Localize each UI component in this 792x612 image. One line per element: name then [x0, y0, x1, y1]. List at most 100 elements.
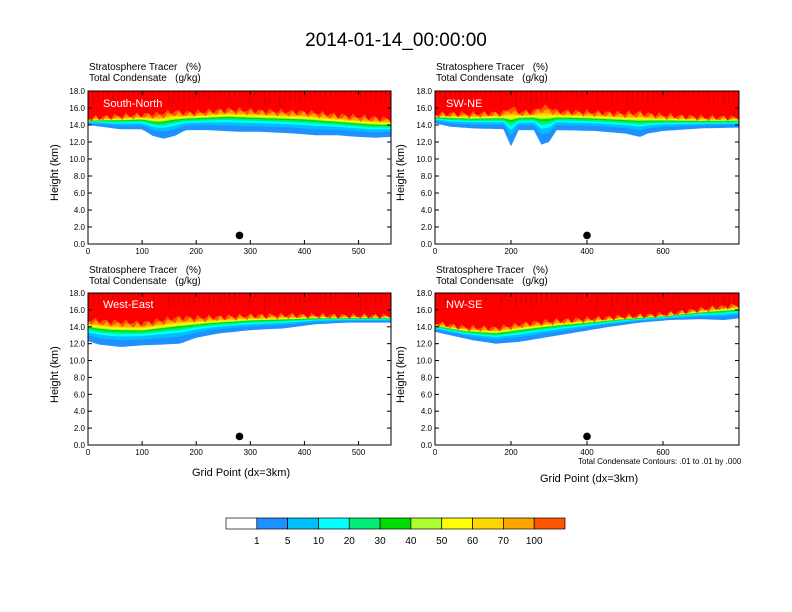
y-tick-label: 10.0 [416, 155, 432, 164]
colorbar-label: 100 [526, 536, 543, 547]
y-tick-label: 12.0 [416, 340, 432, 349]
panel-4: 0.0 2.0 4.0 6.0 8.0 10.0 12.0 14.0 16.0 18.0 0 200 4… [416, 289, 740, 457]
y-tick-label: 16.0 [69, 306, 85, 315]
y-tick-label: 16.0 [416, 306, 432, 315]
y-tick-label: 18.0 [69, 289, 85, 298]
colorbar: 1 5 10 20 30 40 50 60 70 100 [225, 517, 566, 547]
y-tick-label: 18.0 [416, 87, 432, 96]
y-tick-label: 10.0 [69, 155, 85, 164]
colorbar-swatch [533, 517, 566, 530]
panel3-condensate-label: Total Condensate (g/kg) [89, 276, 201, 287]
y-tick-label: 12.0 [416, 138, 432, 147]
y-tick-label: 0.0 [74, 240, 86, 249]
y-tick-label: 0.0 [74, 441, 86, 450]
x-tick-label: 400 [580, 448, 594, 457]
plot-frame [87, 292, 392, 446]
panel3-tracer-label: Stratosphere Tracer (%) [89, 265, 202, 276]
y-tick-label: 12.0 [69, 340, 85, 349]
colorbar-swatch [441, 517, 473, 530]
location-marker [235, 231, 244, 240]
tracer-band-11 [88, 91, 391, 122]
y-tick-label: 16.0 [416, 104, 432, 113]
x-tick-label: 200 [190, 448, 204, 457]
location-marker [583, 432, 591, 441]
colorbar-swatch [503, 517, 535, 530]
x-tick-label: 100 [135, 448, 149, 457]
panel-1: 0.0 2.0 4.0 6.0 8.0 10.0 12.0 14.0 16.0 18.0 0 100 2… [69, 87, 392, 256]
plot-frame [87, 90, 392, 245]
x-tick-label: 300 [244, 247, 258, 256]
tracer-band-11 [435, 91, 739, 121]
y-tick-label: 18.0 [416, 289, 432, 298]
colorbar-label: 1 [254, 536, 260, 547]
y-tick-label: 2.0 [74, 223, 86, 232]
contour-footnote: Total Condensate Contours: .01 to .01 by… [578, 457, 742, 466]
x-tick-label: 0 [433, 247, 438, 256]
x-tick-label: 200 [504, 247, 518, 256]
y-tick-label: 12.0 [69, 138, 85, 147]
colorbar-swatch [348, 517, 381, 530]
y-tick-label: 16.0 [69, 104, 85, 113]
colorbar-label: 20 [344, 536, 356, 547]
x-tick-label: 600 [656, 448, 670, 457]
y-tick-label: 8.0 [421, 172, 433, 181]
panel1-tracer-label: Stratosphere Tracer (%) [89, 62, 202, 73]
x-tick-label: 400 [298, 247, 312, 256]
x-tick-label: 500 [352, 448, 366, 457]
colorbar-swatch [318, 517, 350, 530]
y-tick-label: 14.0 [69, 121, 85, 130]
plot-area [88, 91, 391, 139]
panel-3: 0.0 2.0 4.0 6.0 8.0 10.0 12.0 14.0 16.0 18.0 0 100 2… [69, 289, 392, 457]
y-tick-label: 6.0 [74, 390, 86, 399]
y-tick-label: 14.0 [69, 323, 85, 332]
x-tick-label: 0 [86, 247, 91, 256]
colorbar-swatch [472, 517, 504, 530]
y-tick-label: 14.0 [416, 121, 432, 130]
y-tick-label: 14.0 [416, 323, 432, 332]
colorbar-label: 50 [436, 536, 448, 547]
y-tick-label: 4.0 [421, 206, 433, 215]
panel3-region-label: West-East [103, 299, 154, 311]
tracer-band-11 [435, 293, 739, 331]
y-tick-label: 18.0 [69, 87, 85, 96]
panel4-xlabel: Grid Point (dx=3km) [540, 473, 639, 485]
y-tick-label: 4.0 [74, 206, 86, 215]
panel-2: 0.0 2.0 4.0 6.0 8.0 10.0 12.0 14.0 16.0 18.0 0 200 4… [416, 87, 740, 256]
y-tick-label: 8.0 [74, 172, 86, 181]
x-tick-label: 400 [580, 247, 594, 256]
colorbar-swatch [287, 517, 319, 530]
y-tick-label: 6.0 [421, 390, 433, 399]
panel1-region-label: South-North [103, 98, 163, 110]
panel1-condensate-label: Total Condensate (g/kg) [89, 73, 201, 84]
y-tick-label: 2.0 [74, 424, 86, 433]
location-marker [583, 231, 591, 240]
y-tick-label: 2.0 [421, 223, 433, 232]
y-tick-label: 2.0 [421, 424, 433, 433]
x-tick-label: 400 [298, 448, 312, 457]
tracer-band-11 [88, 293, 391, 326]
plot-area [88, 293, 391, 347]
panel2-condensate-label: Total Condensate (g/kg) [436, 73, 548, 84]
colorbar-label: 5 [285, 536, 291, 547]
y-tick-label: 10.0 [416, 357, 432, 366]
y-tick-label: 8.0 [421, 373, 433, 382]
colorbar-label: 60 [467, 536, 479, 547]
colorbar-swatch [410, 517, 443, 530]
colorbar-label: 40 [405, 536, 417, 547]
colorbar-swatch [225, 517, 258, 530]
y-tick-label: 6.0 [421, 189, 433, 198]
panel4-region-label: NW-SE [446, 299, 483, 311]
figure-title: 2014-01-14_00:00:00 [305, 30, 487, 51]
y-tick-label: 4.0 [74, 407, 86, 416]
x-tick-label: 100 [135, 247, 149, 256]
x-tick-label: 200 [190, 247, 204, 256]
panel3-xlabel: Grid Point (dx=3km) [192, 467, 291, 479]
y-tick-label: 10.0 [69, 357, 85, 366]
x-tick-label: 0 [86, 448, 91, 457]
x-tick-label: 200 [504, 448, 518, 457]
y-tick-label: 4.0 [421, 407, 433, 416]
y-tick-label: 0.0 [421, 240, 433, 249]
x-tick-label: 300 [244, 448, 258, 457]
plot-area [435, 91, 739, 147]
